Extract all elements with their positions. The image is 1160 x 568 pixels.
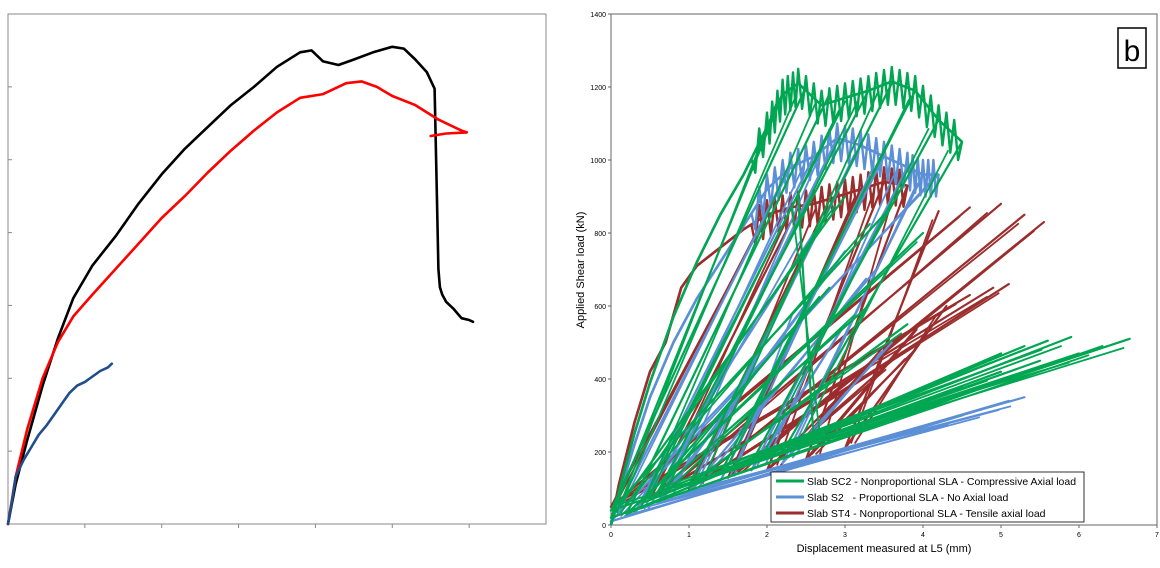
legend-label-s2: Slab S2 - Proportional SLA - No Axial lo… bbox=[807, 492, 1009, 504]
legend-label-sc2: Slab SC2 - Nonproportional SLA - Compres… bbox=[807, 476, 1076, 488]
hysteresis-loop bbox=[616, 222, 762, 503]
x-tick-label: 0 bbox=[609, 532, 613, 539]
hysteresis-loop bbox=[624, 222, 871, 506]
hysteresis-loop bbox=[698, 345, 1062, 481]
hysteresis-loop bbox=[667, 98, 860, 488]
chart-panel-left bbox=[0, 0, 560, 563]
hysteresis-loop bbox=[624, 303, 957, 503]
right-chart-marks: 0 200 400 600 800 1000 1200 1400 0 1 2 3 4 5 6 7 bbox=[590, 12, 1159, 539]
chart-left-svg bbox=[6, 13, 547, 528]
legend-label-st4: Slab ST4 - Nonproportional SLA - Tensile… bbox=[807, 508, 1046, 520]
hysteresis-loop bbox=[698, 292, 1000, 484]
x-axis-label: Displacement measured at L5 (mm) bbox=[797, 543, 972, 555]
hysteresis-loop bbox=[609, 195, 847, 519]
hysteresis-loop bbox=[656, 304, 870, 494]
hysteresis-loop bbox=[620, 95, 797, 506]
hysteresis-loop bbox=[702, 405, 1012, 488]
x-tick-label: 3 bbox=[843, 532, 847, 539]
hysteresis-loop bbox=[812, 352, 1081, 443]
hysteresis-loop bbox=[791, 204, 821, 437]
hysteresis-loop bbox=[651, 295, 821, 499]
hysteresis-loop bbox=[795, 149, 949, 448]
y-tick-label: 200 bbox=[594, 450, 606, 457]
hysteresis-loop bbox=[641, 286, 831, 505]
legend-frame bbox=[770, 471, 1085, 523]
hysteresis-loop bbox=[609, 213, 886, 512]
plot-frame bbox=[610, 13, 1158, 526]
legend: Slab SC2 - Nonproportional SLA - Compres… bbox=[770, 471, 1085, 523]
y-tick-label: 600 bbox=[594, 304, 606, 311]
hysteresis-loop bbox=[616, 102, 778, 514]
hysteresis-loop bbox=[639, 416, 981, 510]
series-group-0 bbox=[609, 65, 1131, 526]
plot-frame bbox=[7, 13, 547, 525]
hysteresis-loop bbox=[670, 314, 856, 488]
series-line-2 bbox=[6, 362, 114, 526]
x-tick-label: 5 bbox=[999, 532, 1003, 539]
hysteresis-loop bbox=[647, 109, 840, 499]
chart-panel-right: 0 200 400 600 800 1000 1200 1400 0 1 2 3 4 5 6 7 Applie… bbox=[566, 0, 1160, 563]
hysteresis-loop bbox=[624, 354, 1090, 514]
hysteresis-loop bbox=[760, 128, 930, 459]
panel-badge: b bbox=[1117, 27, 1147, 69]
y-tick-label: 400 bbox=[594, 377, 606, 384]
x-tick-label: 1 bbox=[687, 532, 691, 539]
chart-right-svg: 0 200 400 600 800 1000 1200 1400 0 1 2 3 4 5 6 7 Applie… bbox=[575, 12, 1159, 555]
y-tick-label: 1400 bbox=[590, 12, 606, 19]
y-tick-label: 1200 bbox=[590, 85, 606, 92]
envelope-line bbox=[609, 180, 908, 526]
series-line-0 bbox=[6, 45, 475, 526]
y-tick-label: 0 bbox=[602, 523, 606, 530]
panel-badge-letter: b bbox=[1124, 35, 1141, 68]
y-tick-label: 800 bbox=[594, 231, 606, 238]
x-tick-label: 2 bbox=[765, 532, 769, 539]
hysteresis-loop bbox=[694, 332, 903, 481]
envelope-line bbox=[609, 80, 963, 526]
hysteresis-loop bbox=[756, 332, 840, 466]
y-tick-label: 1000 bbox=[590, 158, 606, 165]
hysteresis-loop bbox=[616, 175, 786, 517]
y-axis-label: Applied Shear load (kN) bbox=[575, 212, 587, 329]
hysteresis-loop bbox=[656, 339, 1049, 494]
hysteresis-loop bbox=[850, 219, 934, 444]
x-tick-label: 7 bbox=[1155, 532, 1159, 539]
envelope-line bbox=[609, 136, 939, 526]
panel-badge-frame bbox=[1117, 27, 1147, 69]
x-tick-label: 6 bbox=[1077, 532, 1081, 539]
x-tick-label: 4 bbox=[921, 532, 925, 539]
series-line-1 bbox=[6, 80, 469, 526]
